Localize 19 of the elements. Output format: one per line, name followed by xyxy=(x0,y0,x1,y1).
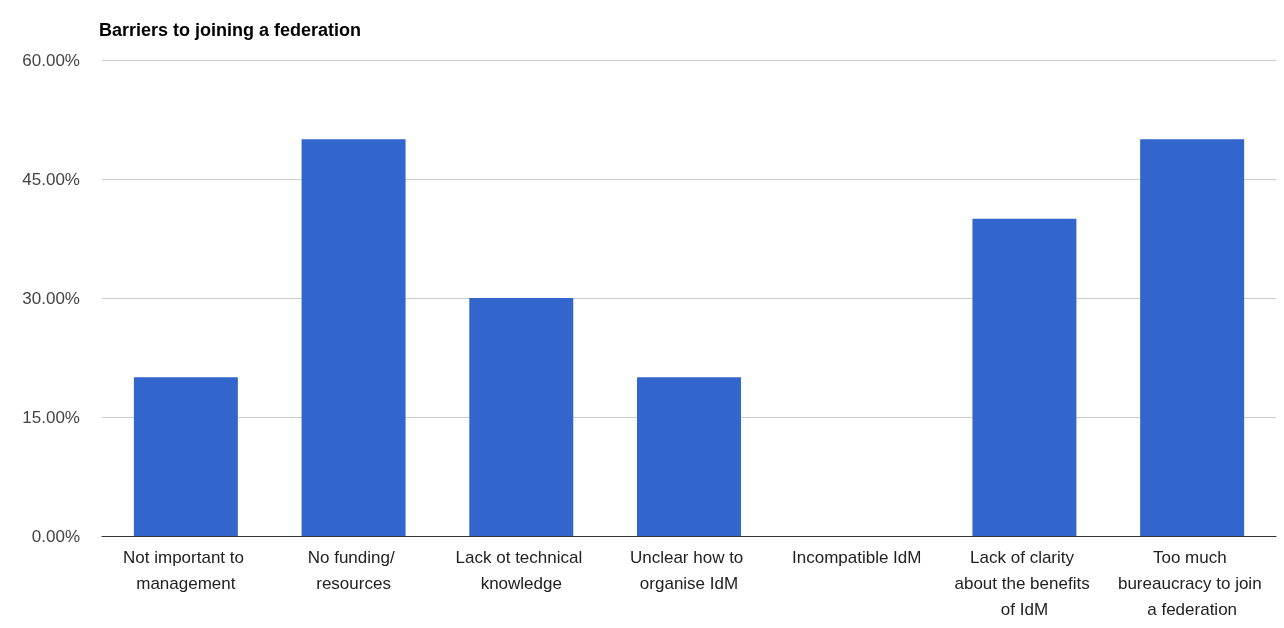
bar xyxy=(637,377,741,536)
y-tick-label: 60.00% xyxy=(22,50,80,70)
bar xyxy=(469,298,574,536)
y-tick-label: 0.00% xyxy=(31,526,80,546)
y-tick-label: 15.00% xyxy=(22,407,80,427)
y-tick-label: 45.00% xyxy=(22,169,80,189)
bar xyxy=(1140,139,1245,536)
bar xyxy=(133,377,238,536)
x-tick-label: Unclear how to organise IdM xyxy=(629,547,749,593)
bar xyxy=(972,218,1077,536)
x-tick-label: Lack ot technical knowledge xyxy=(455,547,587,593)
x-tick-label: Lack of clarity about the benefits of IdM xyxy=(954,547,1095,619)
x-tick-label: Incompatible IdM xyxy=(791,547,922,567)
bar xyxy=(301,139,406,536)
y-tick-label: 30.00% xyxy=(22,288,80,308)
x-tick-label: No funding/ resources xyxy=(307,547,400,593)
x-tick-label: Not important to management xyxy=(123,547,249,593)
x-tick-label: Too much bureaucracy to join a federation xyxy=(1117,547,1267,619)
chart-title: Barriers to joining a federation xyxy=(99,20,362,40)
